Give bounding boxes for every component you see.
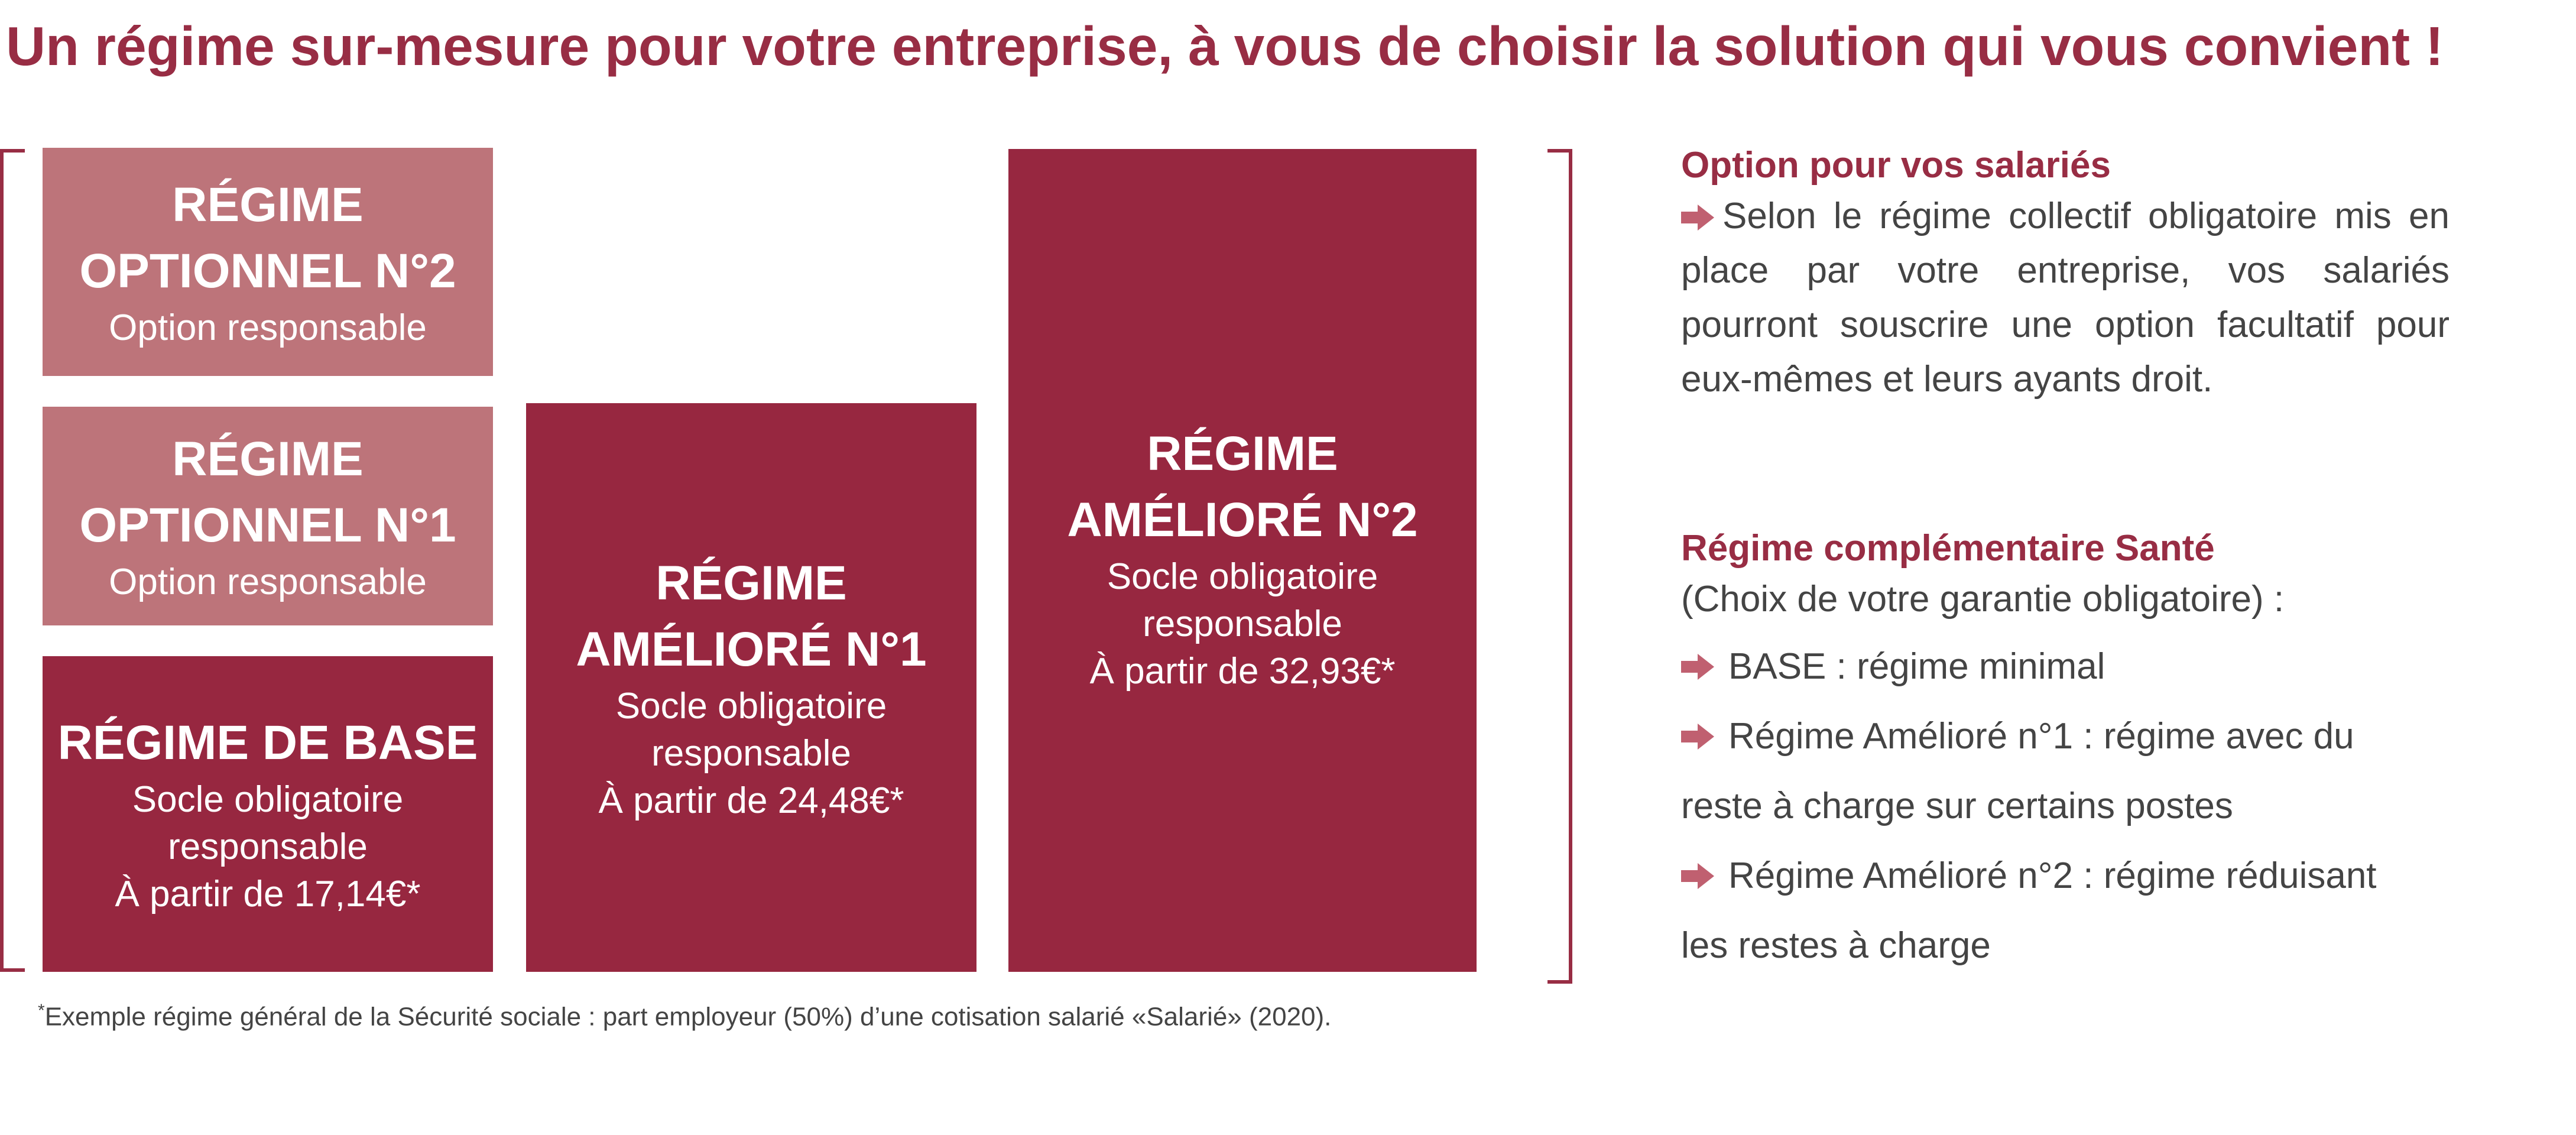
box-subtitle-1: Socle obligatoire [615,686,887,727]
regime-panel: Régime complémentaire Santé (Choix de vo… [1681,525,2450,973]
arrow-right-icon [1681,640,1714,694]
box-subtitle-2: responsable [1143,604,1342,644]
footnote-text: Exemple régime général de la Sécurité so… [44,1002,1332,1032]
left-bracket [0,149,25,972]
regime-base-box: RÉGIME DE BASE Socle obligatoire respons… [43,656,493,972]
regime-ameliore-2-box: RÉGIME AMÉLIORÉ N°2 Socle obligatoire re… [1008,149,1477,972]
list-item-continuation: reste à charge sur certains postes [1681,786,2233,826]
list-item: BASE : régime minimal [1681,640,2450,694]
box-price: À partir de 17,14€* [115,874,421,915]
box-title-line1: RÉGIME [172,432,364,486]
right-bracket [1547,149,1572,984]
box-title-line2: OPTIONNEL N°2 [79,244,456,298]
box-title-line2: AMÉLIORÉ N°2 [1067,493,1418,547]
arrow-right-icon [1681,189,1722,244]
box-price: À partir de 32,93€* [1089,651,1396,692]
box-title-line2: AMÉLIORÉ N°1 [576,622,927,676]
box-subtitle-1: Socle obligatoire [132,779,404,820]
regime-ameliore-1-box: RÉGIME AMÉLIORÉ N°1 Socle obligatoire re… [526,403,976,972]
arrow-right-icon [1681,709,1714,764]
option-panel-text: Selon le régime collectif obligatoire mi… [1681,189,2450,407]
regime-panel-subtitle: (Choix de votre garantie obligatoire) : [1681,579,2285,620]
box-subtitle: Option responsable [109,307,427,348]
box-price: À partir de 24,48€* [598,780,904,821]
list-item: Régime Amélioré n°1 : régime avec du [1681,709,2450,764]
box-subtitle-1: Socle obligatoire [1107,556,1378,597]
regime-optionnel-2-box: RÉGIME OPTIONNEL N°2 Option responsable [43,148,493,376]
option-panel-paragraph: Selon le régime collectif obligatoire mi… [1681,196,2450,400]
box-subtitle-2: responsable [651,733,851,774]
box-title-line2: OPTIONNEL N°1 [79,498,456,552]
list-item-text: BASE : régime minimal [1728,646,2105,687]
box-title-line1: RÉGIME [1147,427,1338,481]
list-item: Régime Amélioré n°2 : régime réduisant [1681,849,2450,903]
regime-optionnel-1-box: RÉGIME OPTIONNEL N°1 Option responsable [43,407,493,625]
list-item-continuation: les restes à charge [1681,925,1991,966]
box-title-line1: RÉGIME DE BASE [57,716,478,770]
regime-panel-title: Régime complémentaire Santé [1681,528,2215,569]
page-headline: Un régime sur-mesure pour votre entrepri… [6,15,2444,77]
box-subtitle-2: responsable [168,826,368,867]
list-item-text: Régime Amélioré n°1 : régime avec du [1728,716,2354,757]
list-item-text: Régime Amélioré n°2 : régime réduisant [1728,855,2377,896]
box-title-line1: RÉGIME [656,556,847,610]
option-panel-title: Option pour vos salariés [1681,145,2111,186]
footnote-marker: * [38,1001,45,1020]
box-title-line1: RÉGIME [172,178,364,232]
arrow-right-icon [1681,849,1714,903]
box-subtitle: Option responsable [109,562,427,602]
option-panel: Option pour vos salariés Selon le régime… [1681,142,2450,407]
footnote: *Exemple régime général de la Sécurité s… [38,994,1575,1034]
